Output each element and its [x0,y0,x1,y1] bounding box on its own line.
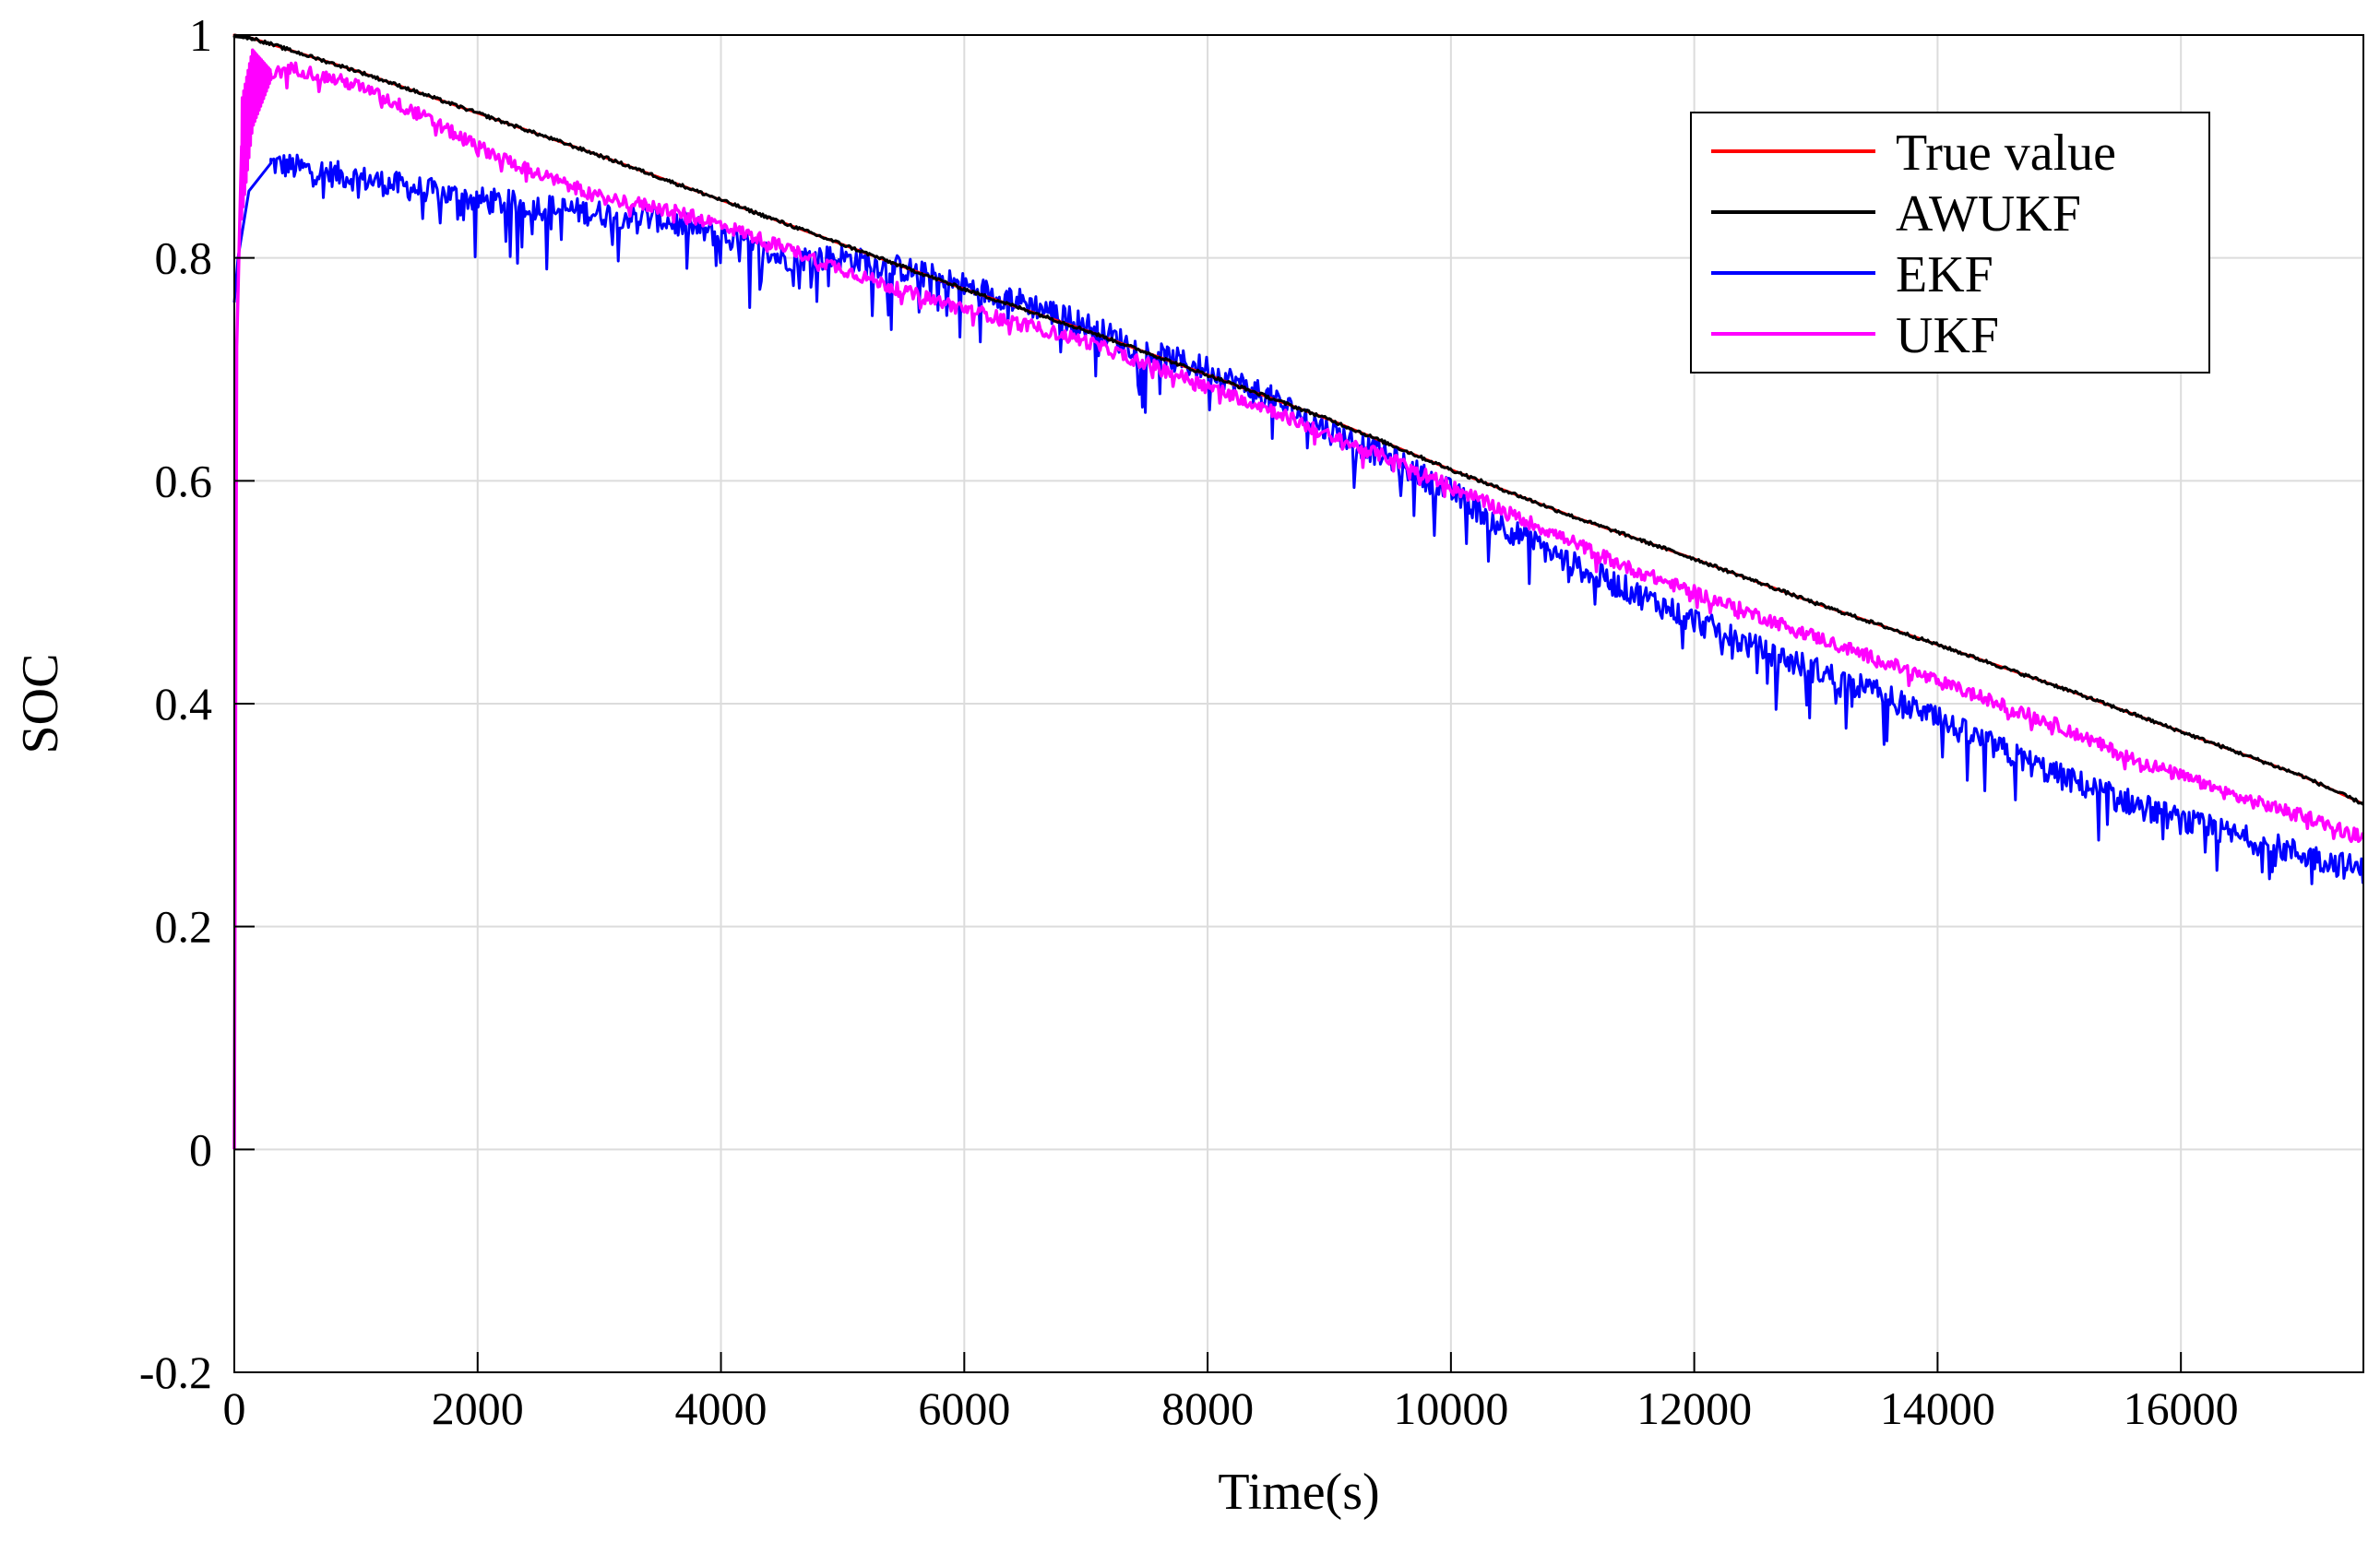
x-tick-label: 6000 [918,1382,1010,1434]
series-line-awukf [232,33,2364,806]
x-tick-label: 0 [223,1382,246,1434]
legend-label: AWUKF [1896,185,2081,243]
x-tick-label: 16000 [2124,1382,2239,1434]
y-tick-label: 0.8 [155,232,213,284]
series-line-ukf [232,48,2365,1150]
legend-label: True value [1896,125,2116,182]
y-tick-label: -0.2 [139,1346,212,1398]
x-tick-label: 12000 [1636,1382,1752,1434]
axis-ticks: 0 2000 4000 6000 8000 10000 12000 14000 16000 -0.… [139,9,2239,1434]
y-tick-label: 0.2 [155,901,213,953]
legend-label: EKF [1896,246,1993,303]
x-tick-label: 8000 [1161,1382,1254,1434]
y-axis-label: SOC [12,654,69,754]
y-tick-label: 1 [189,9,212,61]
x-tick-label: 4000 [675,1382,768,1434]
y-tick-label: 0.4 [155,678,213,729]
x-axis-label: Time(s) [1218,1464,1379,1521]
y-tick-label: 0 [189,1123,212,1175]
series-layer [232,33,2365,1150]
x-tick-label: 2000 [432,1382,524,1434]
legend-label: UKF [1896,307,1999,364]
y-tick-label: 0.6 [155,455,213,506]
x-tick-label: 14000 [1880,1382,1995,1434]
legend-box [1690,112,2210,374]
x-tick-label: 10000 [1393,1382,1508,1434]
